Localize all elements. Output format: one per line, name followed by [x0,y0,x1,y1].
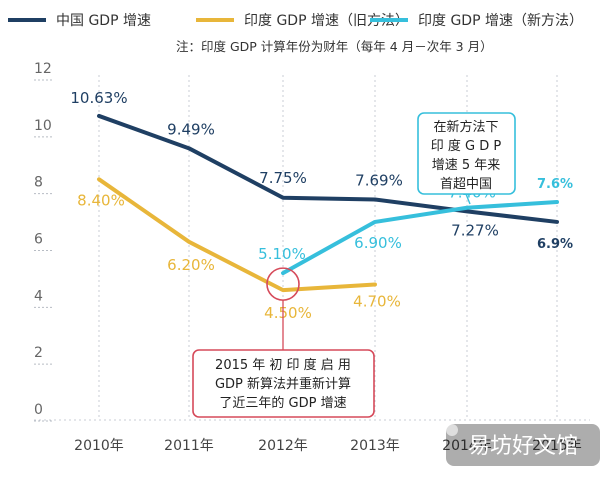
data-label-china-5: 6.9% [537,237,573,252]
x-tick-label-4: 2014年 [442,438,492,454]
series-line-india_old [97,177,377,293]
series-line-china [97,113,559,224]
overtake-note-line-2: 增速 5 年来 [432,158,501,173]
x-tick-label-3: 2013年 [350,438,400,454]
y-tick-label-6: 6 [34,232,43,248]
data-label-india_old-2: 4.50% [264,304,312,322]
data-label-china-2: 7.75% [259,169,307,187]
y-tick-label-12: 12 [34,61,52,77]
y-tick-label-0: 0 [34,402,43,418]
y-tick-label-10: 10 [34,118,52,134]
data-label-india_old-0: 8.40% [77,191,125,209]
x-tick-label-1: 2011年 [164,438,214,454]
y-tick-label-2: 2 [34,345,43,361]
y-tick-label-4: 4 [34,288,43,304]
x-tick-label-5: 2015年 [532,438,582,454]
overtake-connector [465,193,471,205]
method-note-line-0: 2015 年 初 印 度 启 用 [215,357,351,373]
data-label-india_old-1: 6.20% [167,256,215,274]
overtake-note-line-0: 在新方法下 [433,119,498,135]
data-label-india_new-0: 5.10% [258,245,306,263]
method-note-line-2: 了近三年的 GDP 增速 [219,395,346,411]
method-note-box [192,349,375,418]
data-label-india_old-3: 4.70% [353,292,401,310]
data-label-china-0: 10.63% [70,89,127,107]
legend-label-india_old: 印度 GDP 增速（旧方法） [244,13,409,29]
y-tick-label-8: 8 [34,175,43,191]
x-tick-label-0: 2010年 [74,438,124,454]
fiscal-year-note: 注：印度 GDP 计算年份为财年（每年 4 月－次年 3 月） [176,39,493,54]
series-layer: 10.63% 9.49% 7.75% 7.69% 7.27% 6.9% 8.40% 6.20%… [70,89,573,322]
data-label-china-4: 7.27% [451,221,499,239]
x-axis: 2010年 2011年 2012年 2013年 2014年 2015年 [74,438,582,454]
watermark: 易坊好文馆 [446,424,600,466]
legend-label-india_new: 印度 GDP 增速（新方法） [418,13,583,29]
data-label-china-1: 9.49% [167,120,215,138]
data-label-india_new-3: 7.6% [537,177,573,192]
watermark-logo-icon [446,424,458,436]
data-label-china-3: 7.69% [355,171,403,189]
legend-label-china: 中国 GDP 增速 [56,13,151,29]
series-line-india_new [281,200,559,276]
data-label-india_new-1: 6.90% [354,234,402,252]
overtake-note-line-3: 首超中国 [440,177,492,192]
y-axis: 0 2 4 6 8 10 12 [34,61,590,422]
method-note-line-1: GDP 新算法并重新计算 [215,376,351,392]
legend: 中国 GDP 增速 印度 GDP 增速（旧方法） 印度 GDP 增速（新方法） [8,13,583,29]
watermark-text: 易坊好文馆 [468,434,578,459]
x-tick-label-2: 2012年 [258,438,308,454]
watermark-badge [446,424,600,466]
overtake-note-line-1: 印 度 G D P [431,138,502,154]
